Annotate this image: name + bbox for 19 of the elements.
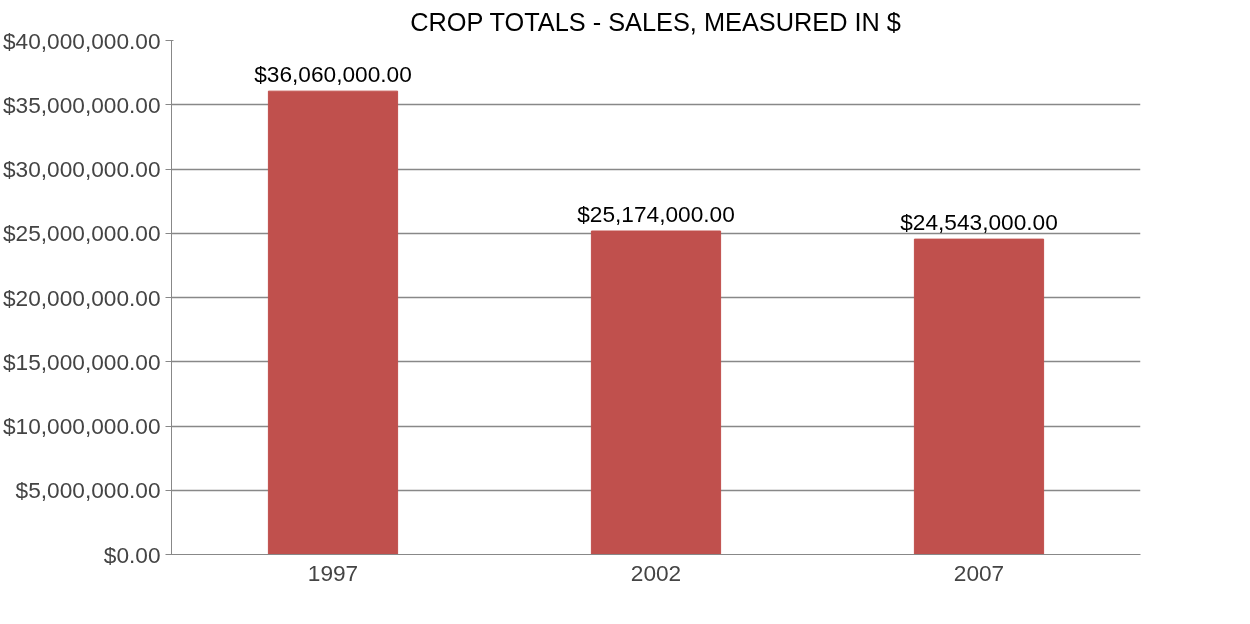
- y-tick-label: $30,000,000.00: [3, 156, 161, 182]
- y-tick-label: $15,000,000.00: [3, 348, 161, 375]
- bar: [590, 230, 722, 555]
- chart-title: CROP TOTALS - SALES, MEASURED IN $: [410, 7, 901, 36]
- data-label: $36,060,000.00: [254, 61, 412, 88]
- y-tick-label: $0.00: [103, 541, 161, 568]
- y-tick-label: $25,000,000.00: [3, 220, 161, 247]
- x-tick-label: 1997: [307, 559, 359, 586]
- y-tick-label: $40,000,000.00: [3, 27, 161, 54]
- bar: [913, 238, 1045, 555]
- y-tick-label: $35,000,000.00: [3, 91, 161, 118]
- data-label: $25,174,000.00: [577, 201, 735, 228]
- data-label: $24,543,000.00: [900, 209, 1058, 236]
- y-tick-label: $5,000,000.00: [15, 477, 161, 504]
- y-tick-label: $10,000,000.00: [3, 413, 161, 439]
- bar: [267, 90, 399, 555]
- x-tick-label: 2007: [953, 559, 1005, 586]
- x-tick-label: 2002: [630, 559, 682, 586]
- y-tick-label: $20,000,000.00: [3, 284, 161, 311]
